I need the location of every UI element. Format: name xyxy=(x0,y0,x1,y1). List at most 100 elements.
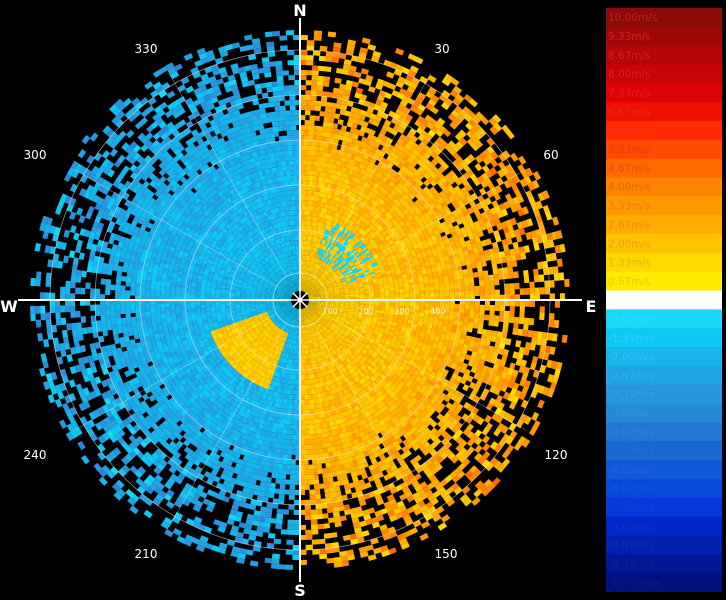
velocity-cell xyxy=(508,271,514,279)
velocity-cell xyxy=(324,141,330,148)
velocity-cell xyxy=(304,265,307,271)
velocity-cell xyxy=(345,184,352,191)
velocity-cell xyxy=(312,268,316,273)
velocity-cell xyxy=(307,155,312,161)
velocity-cell xyxy=(362,187,369,194)
velocity-cell xyxy=(300,130,306,136)
velocity-cell xyxy=(302,215,305,221)
velocity-cell xyxy=(332,222,337,228)
velocity-cell xyxy=(408,81,418,90)
velocity-cell xyxy=(409,65,419,74)
velocity-cell xyxy=(314,247,318,253)
velocity-cell xyxy=(315,145,321,152)
velocity-cell xyxy=(312,50,321,56)
velocity-cell xyxy=(529,287,535,295)
velocity-cell xyxy=(484,285,490,291)
velocity-cell xyxy=(301,275,303,281)
velocity-cell xyxy=(315,270,320,275)
velocity-cell xyxy=(316,80,324,87)
velocity-cell xyxy=(320,141,326,147)
velocity-cell xyxy=(305,185,310,191)
velocity-cell xyxy=(305,95,312,101)
velocity-cell xyxy=(306,282,310,287)
velocity-cell xyxy=(308,277,312,283)
velocity-cells xyxy=(30,30,570,570)
velocity-cell xyxy=(358,130,366,137)
velocity-cell xyxy=(504,283,510,290)
velocity-cell xyxy=(314,115,320,122)
velocity-cell xyxy=(342,222,348,228)
velocity-cell xyxy=(314,226,318,232)
velocity-cell xyxy=(313,125,319,131)
velocity-cell xyxy=(384,92,393,100)
velocity-cell xyxy=(339,83,347,90)
velocity-cell xyxy=(531,411,540,422)
velocity-cell xyxy=(311,273,315,279)
velocity-cell xyxy=(315,100,322,107)
velocity-cell xyxy=(462,383,470,392)
velocity-cell xyxy=(344,223,350,229)
velocity-cell xyxy=(302,185,307,191)
velocity-cell xyxy=(537,399,545,409)
velocity-cell xyxy=(302,285,304,291)
velocity-cell xyxy=(325,208,330,215)
velocity-cell xyxy=(307,160,312,166)
velocity-cell xyxy=(303,286,307,291)
velocity-cell xyxy=(325,157,331,164)
velocity-cell xyxy=(313,268,317,274)
velocity-cell xyxy=(533,274,540,283)
velocity-cell xyxy=(336,191,342,198)
velocity-cell xyxy=(319,260,323,266)
velocity-cell xyxy=(350,209,356,215)
velocity-cell xyxy=(389,295,395,298)
velocity-cell xyxy=(325,252,329,258)
velocity-cell xyxy=(321,223,325,229)
velocity-cell xyxy=(322,245,327,251)
velocity-cell xyxy=(307,276,311,282)
velocity-cell xyxy=(303,145,309,151)
velocity-cell xyxy=(339,192,345,199)
velocity-cell xyxy=(339,231,344,238)
velocity-cell xyxy=(352,193,358,200)
velocity-cell xyxy=(312,130,319,136)
velocity-cell xyxy=(310,256,313,262)
velocity-cell xyxy=(301,280,304,286)
velocity-cell xyxy=(305,90,312,96)
velocity-cell xyxy=(368,129,376,136)
velocity-cell xyxy=(334,212,339,218)
velocity-cell xyxy=(346,100,354,107)
velocity-cell xyxy=(306,175,311,181)
velocity-cell xyxy=(304,280,307,286)
velocity-cell xyxy=(349,191,355,198)
velocity-cell xyxy=(300,135,305,141)
velocity-cell xyxy=(300,60,308,66)
velocity-cell xyxy=(393,69,403,77)
velocity-cell xyxy=(303,175,307,181)
velocity-cell xyxy=(352,204,358,211)
velocity-cell xyxy=(327,147,333,154)
velocity-cell xyxy=(318,232,322,239)
velocity-cell xyxy=(321,244,325,250)
velocity-cell xyxy=(306,281,310,287)
velocity-cell xyxy=(310,272,314,278)
velocity-cell xyxy=(367,554,377,562)
velocity-cell xyxy=(320,261,325,267)
velocity-cell xyxy=(330,210,335,217)
velocity-cell xyxy=(509,283,515,290)
velocity-cell xyxy=(339,129,346,136)
velocity-cell xyxy=(328,220,333,227)
velocity-cell xyxy=(334,206,339,213)
velocity-cell xyxy=(336,224,341,230)
velocity-cell xyxy=(344,189,350,196)
velocity-cell xyxy=(489,284,495,291)
velocity-cell xyxy=(373,142,380,149)
velocity-cell xyxy=(523,275,530,284)
velocity-cell xyxy=(315,181,320,187)
velocity-cell xyxy=(321,239,326,245)
velocity-cell xyxy=(360,191,366,198)
velocity-cell xyxy=(333,138,340,145)
velocity-cell xyxy=(509,305,515,313)
velocity-cell xyxy=(312,257,316,263)
velocity-cell xyxy=(306,170,311,176)
velocity-cell xyxy=(310,267,314,273)
